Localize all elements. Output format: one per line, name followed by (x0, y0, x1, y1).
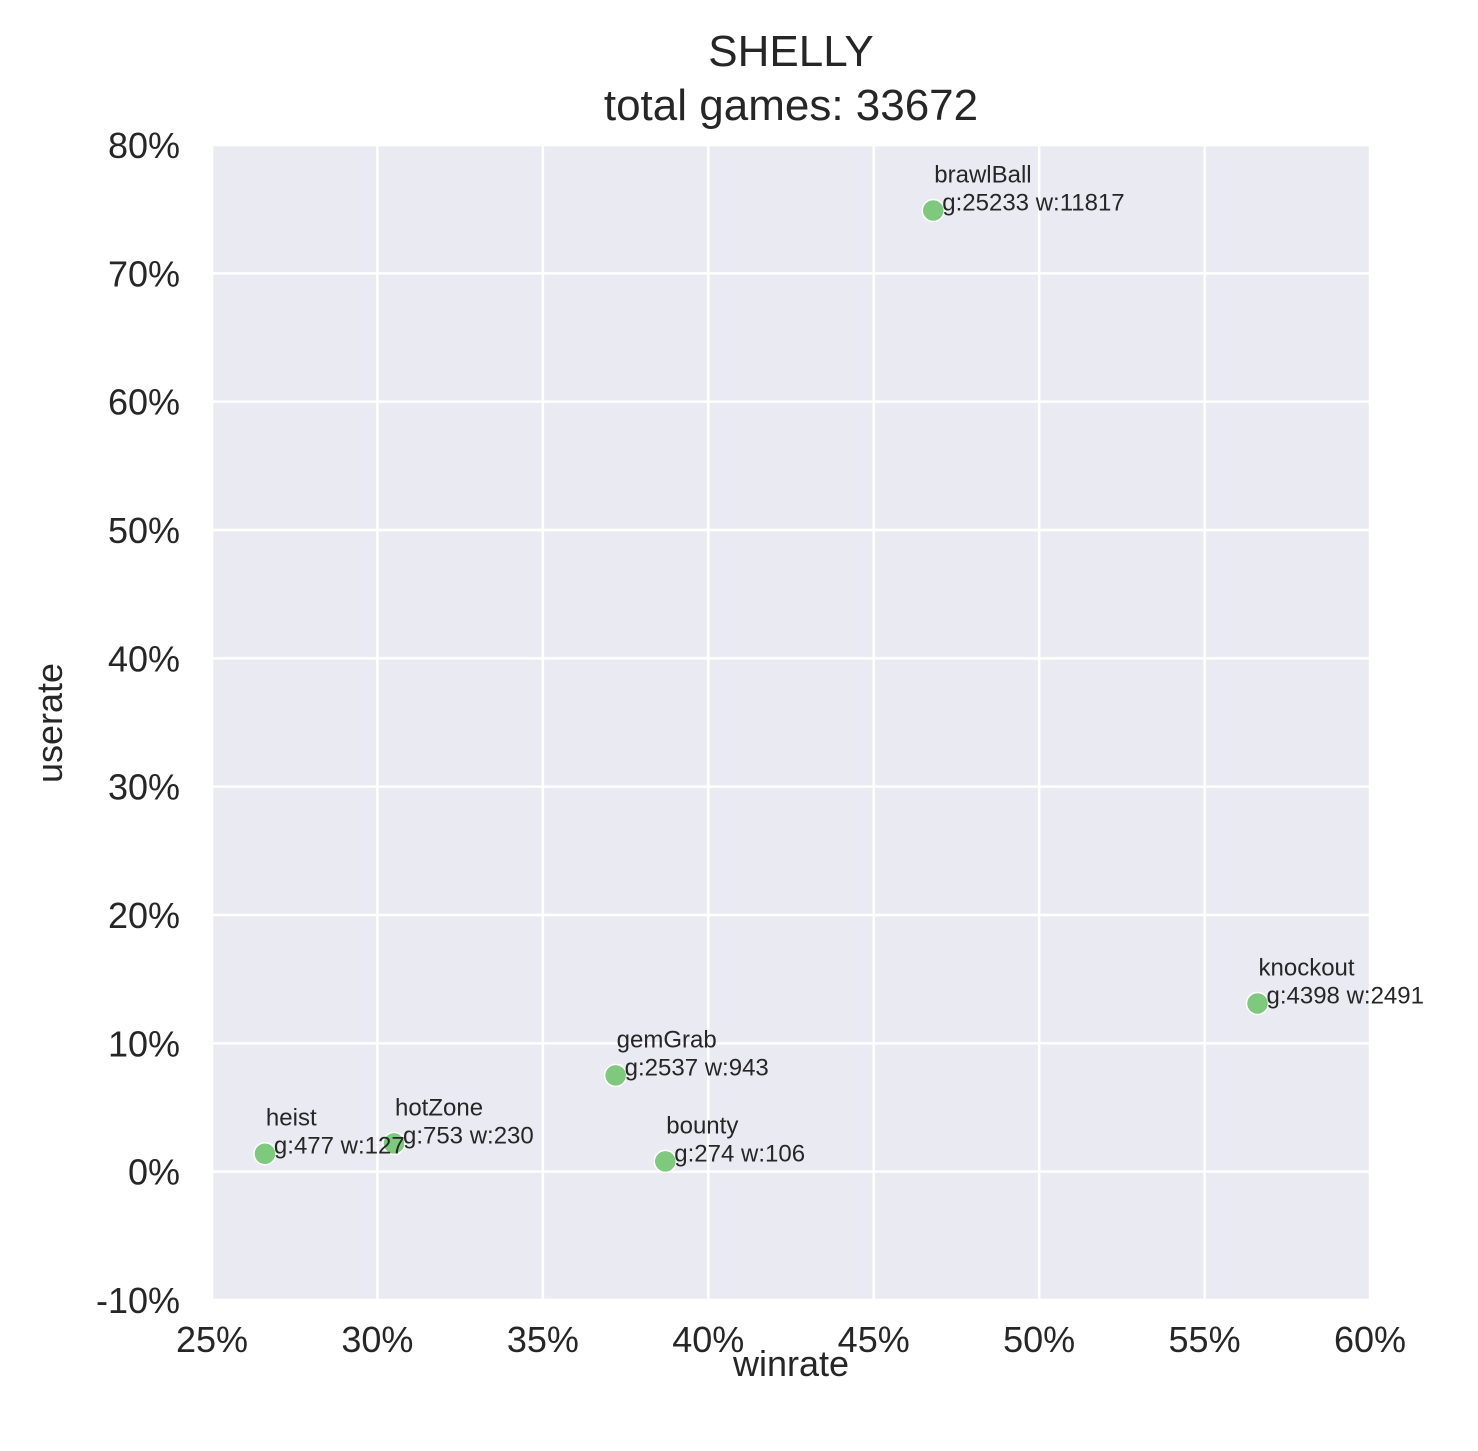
point-stats-label: g:25233 w:11817 (942, 189, 1124, 216)
x-tick-label: 25% (176, 1319, 248, 1360)
y-tick-label: 40% (108, 638, 180, 679)
scatter-point (382, 1131, 406, 1156)
y-tick-label: 10% (108, 1023, 180, 1064)
x-tick-label: 50% (1003, 1319, 1075, 1360)
scatter-point (603, 1063, 628, 1088)
point-stats-label: g:753 w:230 (403, 1122, 534, 1149)
x-tick-label: 35% (507, 1319, 579, 1360)
y-tick-label: -10% (96, 1280, 180, 1321)
y-tick-label: 60% (108, 382, 180, 423)
x-tick-label: 45% (838, 1319, 910, 1360)
y-axis-ticks: -10% 0% 10% 20% 30% 40% 50% 60% 70% 80% (96, 125, 180, 1321)
x-tick-label: 30% (341, 1319, 413, 1360)
x-tick-label: 60% (1334, 1319, 1406, 1360)
scatter-point (653, 1149, 678, 1174)
x-axis-label: winrate (732, 1343, 849, 1384)
point-stats-label: g:4398 w:2491 (1267, 983, 1424, 1010)
y-tick-label: 80% (108, 125, 180, 166)
point-mode-label: bounty (666, 1112, 738, 1139)
point-mode-label: gemGrab (617, 1026, 717, 1053)
y-tick-label: 50% (108, 510, 180, 551)
scatter-point (1245, 991, 1270, 1016)
point-mode-label: heist (266, 1105, 317, 1132)
point-mode-label: knockout (1259, 955, 1355, 982)
data-points (253, 198, 1270, 1174)
y-tick-label: 30% (108, 767, 180, 808)
gridlines (210, 143, 1372, 1302)
chart-title: SHELLY (708, 27, 874, 76)
point-stats-label: g:2537 w:943 (625, 1054, 769, 1081)
point-mode-label: hotZone (395, 1094, 483, 1121)
point-stats-label: g:477 w:127 (274, 1133, 405, 1160)
x-axis-ticks: 25% 30% 35% 40% 45% 50% 55% 60% (176, 1319, 1406, 1360)
plot-area (212, 145, 1370, 1300)
y-tick-label: 70% (108, 253, 180, 294)
point-stats-label: g:274 w:106 (674, 1140, 805, 1167)
scatter-point (253, 1141, 277, 1166)
y-tick-label: 20% (108, 895, 180, 936)
y-axis-label: userate (29, 663, 70, 783)
point-mode-label: brawlBall (934, 161, 1031, 188)
y-tick-label: 0% (128, 1152, 180, 1193)
scatter-point (921, 198, 946, 223)
x-tick-label: 55% (1169, 1319, 1241, 1360)
chart-subtitle: total games: 33672 (604, 81, 978, 130)
x-tick-label: 40% (672, 1319, 744, 1360)
